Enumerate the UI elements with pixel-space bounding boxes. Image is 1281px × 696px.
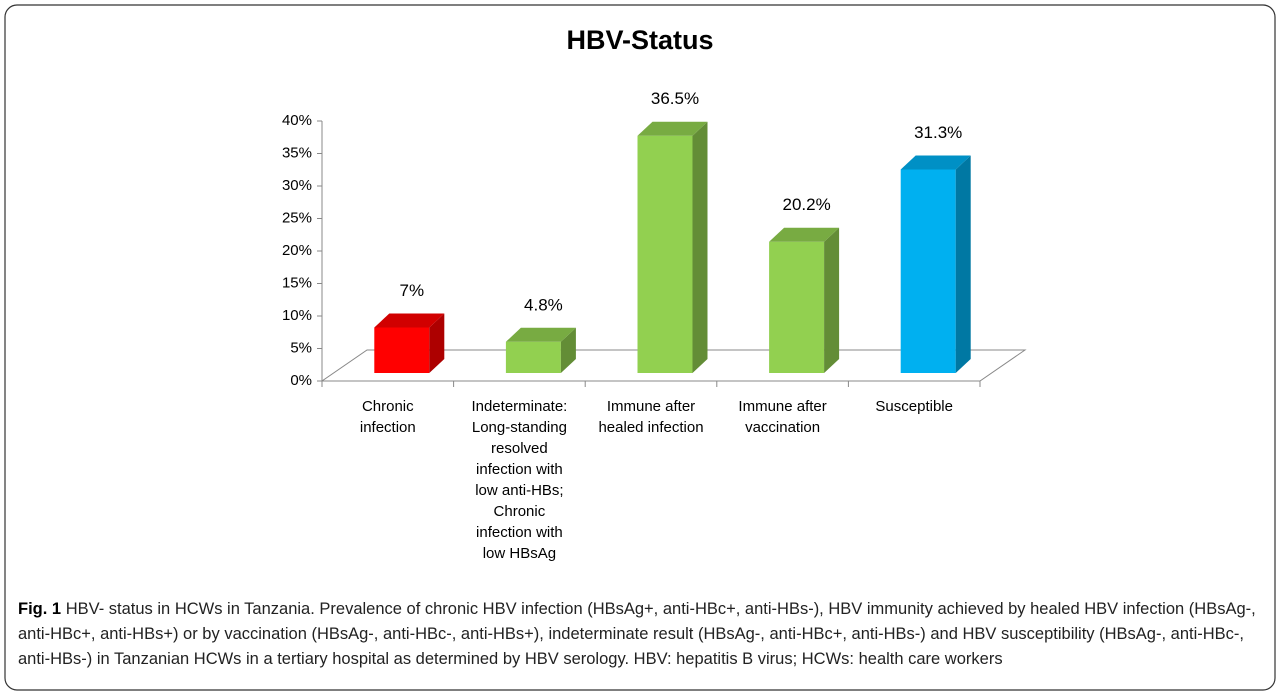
- y-tick-label: 10%: [282, 307, 312, 324]
- bar-face: [769, 227, 840, 242]
- x-tick-label: Immune after: [738, 398, 826, 415]
- bar: [769, 227, 840, 373]
- x-tick-label: healed infection: [598, 419, 703, 436]
- x-tick-label: infection with: [476, 461, 563, 478]
- value-label: 20.2%: [782, 195, 830, 214]
- caption: Fig. 1 HBV- status in HCWs in Tanzania. …: [18, 597, 1263, 672]
- bar-face: [637, 121, 708, 136]
- bar-face: [900, 155, 971, 170]
- bar: [505, 327, 576, 373]
- x-tick-label: Chronic: [494, 503, 546, 520]
- y-tick-label: 15%: [282, 274, 312, 291]
- caption-label: Fig. 1: [18, 600, 62, 618]
- bar-face: [692, 121, 708, 373]
- bar-face: [955, 155, 971, 373]
- bar: [374, 313, 445, 373]
- y-tick-label: 20%: [282, 242, 312, 259]
- bar-face: [429, 313, 445, 373]
- bar: [637, 121, 708, 373]
- x-tick-label: low HBsAg: [483, 545, 556, 562]
- bar-face: [505, 341, 561, 373]
- x-tick-label: Immune after: [607, 398, 695, 415]
- caption-text: HBV- status in HCWs in Tanzania. Prevale…: [18, 600, 1256, 668]
- value-label: 7%: [400, 281, 425, 300]
- value-label: 31.3%: [914, 123, 962, 142]
- y-tick-label: 30%: [282, 177, 312, 194]
- bar-face: [505, 327, 576, 342]
- x-tick-label: infection: [360, 419, 416, 436]
- x-tick-label: resolved: [491, 440, 548, 457]
- bar-face: [824, 227, 840, 373]
- frame: [4, 4, 1276, 691]
- x-tick-label: Long-standing: [472, 419, 567, 436]
- y-tick-label: 0%: [290, 372, 312, 389]
- y-tick-label: 35%: [282, 144, 312, 161]
- bar-face: [637, 135, 693, 373]
- x-tick-label: infection with: [476, 524, 563, 541]
- value-label: 36.5%: [651, 89, 699, 108]
- chart-title: HBV-Status: [566, 25, 713, 55]
- bar-face: [769, 241, 825, 373]
- y-tick-label: 40%: [282, 112, 312, 129]
- x-tick-label: low anti-HBs;: [475, 482, 563, 499]
- x-tick-label: vaccination: [745, 419, 820, 436]
- bar-face: [374, 313, 445, 328]
- y-tick-label: 5%: [290, 339, 312, 356]
- bar-face: [374, 327, 430, 373]
- floor: [320, 349, 1027, 382]
- bar: [900, 155, 971, 373]
- value-label: 4.8%: [524, 295, 563, 314]
- y-tick-label: 25%: [282, 209, 312, 226]
- bar-face: [560, 327, 576, 373]
- bar-face: [900, 169, 956, 373]
- x-tick-label: Chronic: [362, 398, 414, 415]
- x-tick-label: Indeterminate:: [471, 398, 567, 415]
- x-tick-label: Susceptible: [875, 398, 953, 415]
